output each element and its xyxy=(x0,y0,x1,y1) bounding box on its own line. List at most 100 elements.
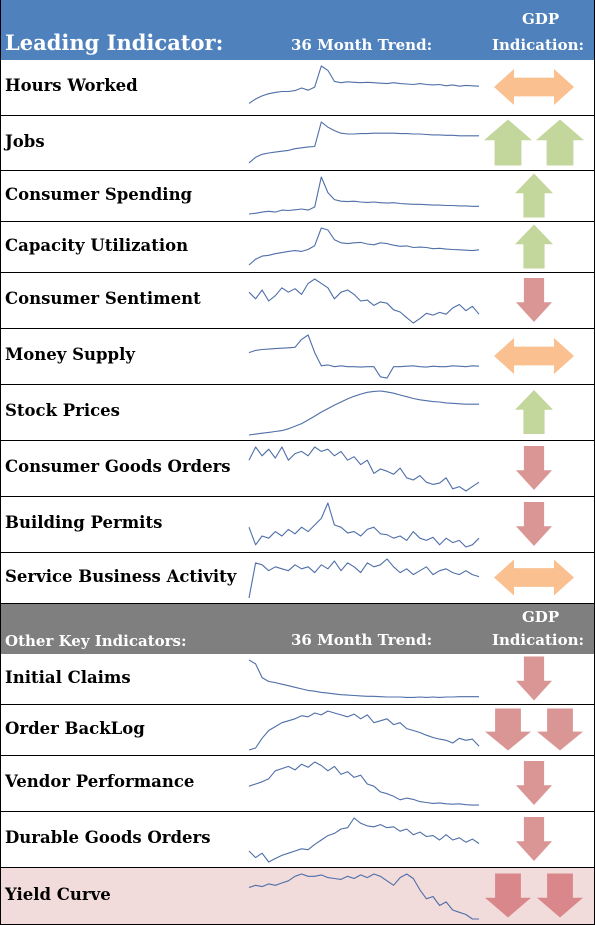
trend-line xyxy=(248,817,480,863)
gdp-indication-arrow-icon xyxy=(516,446,552,490)
gdp-indication-arrow-icon xyxy=(484,119,584,166)
arrow-shape xyxy=(515,390,553,434)
arrow-shape xyxy=(516,817,552,861)
arrow-shape xyxy=(516,446,552,490)
arrow-shape xyxy=(494,559,574,596)
gdp-indication-arrow-icon xyxy=(485,873,583,918)
arrow-shape xyxy=(485,873,531,918)
gdp-indication-arrow-icon xyxy=(494,69,574,105)
indicator-row: Capacity Utilization xyxy=(0,222,595,273)
gdp-indication-arrow-icon xyxy=(516,278,552,322)
arrow-shape xyxy=(494,69,574,105)
arrow-shape xyxy=(494,338,574,374)
indicator-label: Money Supply xyxy=(5,345,135,364)
trend-sparkline xyxy=(248,761,479,806)
trend-line xyxy=(248,659,479,698)
trend-sparkline xyxy=(248,390,479,436)
indicator-label: Jobs xyxy=(5,131,45,151)
indicator-row: Building Permits xyxy=(0,497,595,553)
indicator-row: Consumer Goods Orders xyxy=(0,441,595,497)
trend-line xyxy=(248,446,480,492)
gdp-indication-arrow-icon xyxy=(494,559,574,596)
trend-sparkline xyxy=(248,502,480,548)
trend-line xyxy=(248,502,480,548)
indicator-label: Durable Goods Orders xyxy=(5,828,211,847)
trend-sparkline xyxy=(248,558,480,599)
arrow-shape xyxy=(516,502,552,546)
trend-sparkline xyxy=(248,873,479,920)
gdp-indication-arrow-icon xyxy=(516,502,552,546)
indicator-row: Money Supply xyxy=(0,329,595,385)
arrow-shape xyxy=(485,708,531,751)
indicator-row: Vendor Performance xyxy=(0,756,595,812)
arrow-shape xyxy=(536,119,584,166)
gdp-indication-arrow-icon xyxy=(494,338,574,374)
other-header-trend-label: 36 Month Trend: xyxy=(291,631,433,649)
arrow-shape xyxy=(515,224,553,269)
indicator-label: Consumer Spending xyxy=(5,184,193,204)
indicator-label: Vendor Performance xyxy=(5,772,195,791)
indicator-row: Consumer Spending xyxy=(0,171,595,222)
trend-line xyxy=(248,121,479,164)
other-header-indication-label: Indication: xyxy=(492,631,585,649)
trend-sparkline xyxy=(248,334,480,379)
gdp-indication-arrow-icon xyxy=(515,224,553,269)
trend-line xyxy=(248,65,480,104)
leading-header-trend-label: 36 Month Trend: xyxy=(291,36,433,54)
trend-line xyxy=(248,761,479,806)
leading-indicators-header: Leading Indicator: 36 Month Trend: GDP I… xyxy=(0,0,595,60)
trend-line xyxy=(248,176,479,215)
indicator-label: Initial Claims xyxy=(5,667,131,687)
trend-sparkline xyxy=(248,278,480,324)
trend-sparkline xyxy=(248,446,480,492)
gdp-indication-arrow-icon xyxy=(516,817,552,861)
indicator-row: Stock Prices xyxy=(0,385,595,441)
indicator-label: Yield Curve xyxy=(5,884,111,904)
arrow-shape xyxy=(516,761,552,805)
leading-header-gdp-label: GDP xyxy=(522,10,560,28)
indicator-label: Consumer Goods Orders xyxy=(5,457,231,476)
other-indicators-header: Other Key Indicators: 36 Month Trend: GD… xyxy=(0,604,595,654)
arrow-shape xyxy=(484,119,532,166)
trend-sparkline xyxy=(248,227,480,266)
indicator-row: Jobs xyxy=(0,116,595,171)
trend-line xyxy=(248,558,480,599)
arrow-shape xyxy=(537,873,583,918)
gdp-indication-arrow-icon xyxy=(516,761,552,805)
other-header-title: Other Key Indicators: xyxy=(5,632,187,650)
trend-line xyxy=(248,278,480,324)
indicator-label: Service Business Activity xyxy=(5,566,237,586)
trend-line xyxy=(248,873,479,920)
indicator-row: Yield Curve xyxy=(0,868,595,925)
arrow-shape xyxy=(515,173,553,218)
indicator-row: Hours Worked xyxy=(0,60,595,116)
indicator-label: Hours Worked xyxy=(5,76,138,95)
trend-sparkline xyxy=(248,659,479,698)
leading-header-indication-label: Indication: xyxy=(492,36,585,54)
indicator-row: Consumer Sentiment xyxy=(0,273,595,329)
indicator-row: Service Business Activity xyxy=(0,553,595,604)
indicator-label: Consumer Sentiment xyxy=(5,289,201,308)
indicator-row: Initial Claims xyxy=(0,654,595,705)
gdp-indication-arrow-icon xyxy=(515,173,553,218)
indicator-row: Order BackLog xyxy=(0,705,595,756)
arrow-shape xyxy=(516,278,552,322)
trend-sparkline xyxy=(248,176,479,215)
gdp-indication-arrow-icon xyxy=(485,708,583,751)
trend-line xyxy=(248,227,480,266)
trend-line xyxy=(248,334,480,379)
gdp-indication-arrow-icon xyxy=(516,656,552,701)
trend-line xyxy=(248,710,480,751)
other-header-gdp-label: GDP xyxy=(522,608,560,626)
indicator-row: Durable Goods Orders xyxy=(0,812,595,868)
arrow-shape xyxy=(537,708,583,751)
trend-sparkline xyxy=(248,710,480,751)
arrow-shape xyxy=(516,656,552,701)
indicator-label: Capacity Utilization xyxy=(5,235,189,255)
trend-sparkline xyxy=(248,65,480,104)
trend-sparkline xyxy=(248,121,479,164)
trend-line xyxy=(248,390,479,436)
indicator-label: Order BackLog xyxy=(5,718,145,738)
leading-header-title: Leading Indicator: xyxy=(5,30,224,55)
